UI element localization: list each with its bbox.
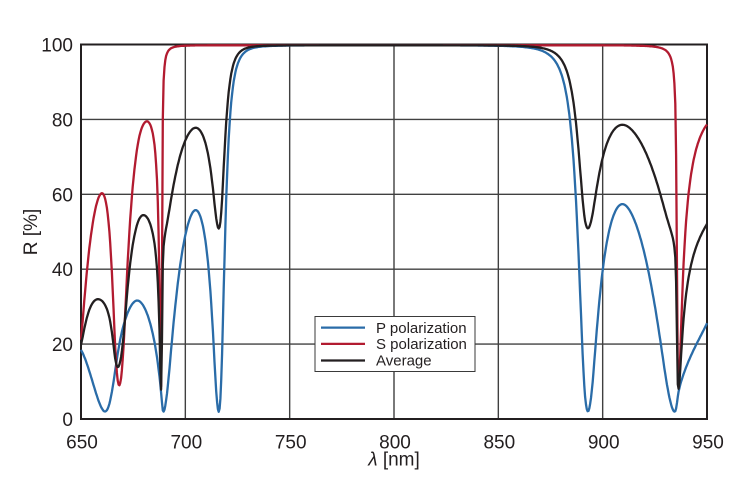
svg-text:100: 100 xyxy=(41,36,73,57)
svg-text:20: 20 xyxy=(52,335,73,356)
svg-text:Average: Average xyxy=(376,353,432,370)
svg-text:950: 950 xyxy=(692,433,724,454)
svg-text:P polarization: P polarization xyxy=(376,320,467,337)
svg-text:40: 40 xyxy=(52,260,73,281)
svg-text:700: 700 xyxy=(170,433,202,454)
svg-text:900: 900 xyxy=(588,433,620,454)
svg-text:750: 750 xyxy=(275,433,307,454)
svg-text:650: 650 xyxy=(66,433,98,454)
svg-text:60: 60 xyxy=(52,185,73,206)
svg-text:80: 80 xyxy=(52,110,73,131)
svg-text:850: 850 xyxy=(483,433,515,454)
svg-text:0: 0 xyxy=(62,410,73,431)
svg-text:R [%]: R [%] xyxy=(21,209,42,255)
svg-text:800: 800 xyxy=(379,433,411,454)
svg-text:λ [nm]: λ [nm] xyxy=(367,450,420,471)
svg-text:S polarization: S polarization xyxy=(376,336,467,353)
